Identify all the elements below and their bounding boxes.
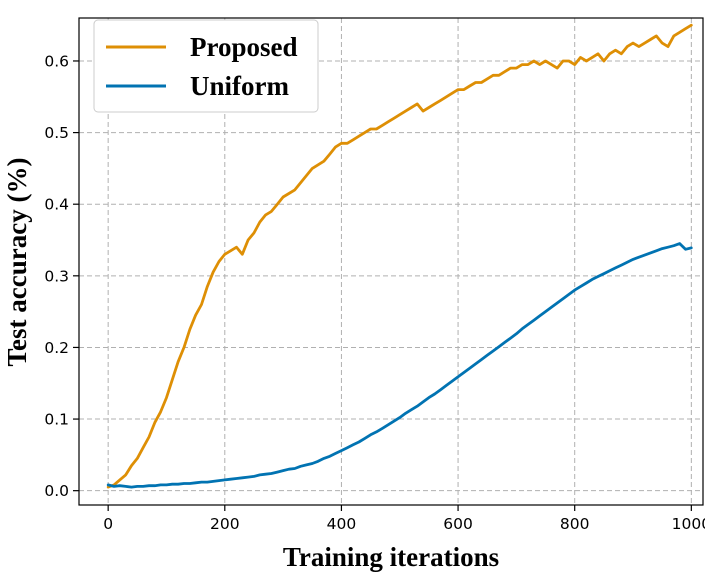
x-tick-label: 200 (210, 515, 240, 533)
y-tick-label: 0.3 (44, 267, 69, 285)
legend-label-proposed: Proposed (190, 32, 298, 62)
y-axis-label: Test accuracy (%) (2, 158, 32, 367)
y-axis: 0.0 0.1 0.2 0.3 0.4 0.5 0.6 (44, 52, 79, 500)
legend: Proposed Uniform (93, 19, 319, 113)
x-tick-label: 800 (560, 515, 590, 533)
legend-label-uniform: Uniform (190, 71, 289, 101)
y-tick-label: 0.2 (44, 339, 69, 357)
y-tick-label: 0.1 (44, 411, 69, 429)
x-tick-label: 600 (443, 515, 473, 533)
y-tick-label: 0.4 (44, 196, 69, 214)
plot-frame (78, 17, 704, 506)
series-layer (106, 23, 693, 489)
y-tick-label: 0.5 (44, 124, 69, 142)
legend-box (93, 19, 319, 113)
x-axis-label: Training iterations (283, 542, 499, 572)
series-line-uniform (106, 242, 693, 489)
y-tick-label: 0.0 (44, 482, 69, 500)
series-line-proposed (106, 23, 693, 489)
x-tick-label: 0 (103, 515, 113, 533)
x-tick-label: 400 (327, 515, 357, 533)
y-tick-label: 0.6 (44, 52, 69, 70)
